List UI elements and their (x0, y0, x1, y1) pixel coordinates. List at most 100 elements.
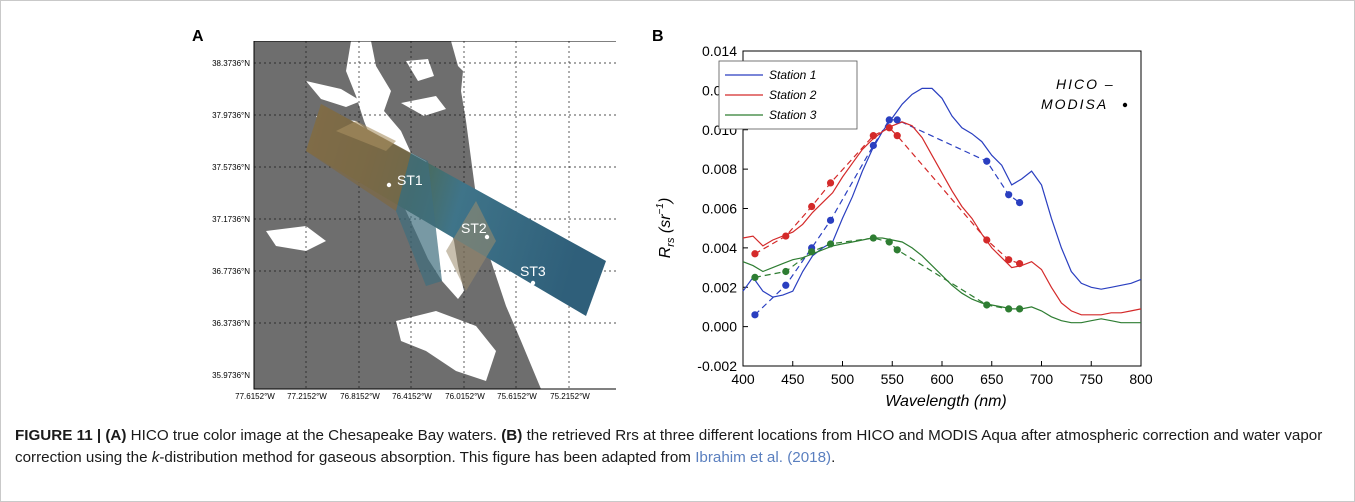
latitude-label: 37.9736°N (212, 111, 250, 120)
y-tick-label: 0.014 (702, 43, 737, 59)
latitude-label: 38.3736°N (212, 59, 250, 68)
figure-caption: FIGURE 11 | (A) HICO true color image at… (15, 425, 1345, 469)
x-tick-label: 550 (881, 371, 905, 387)
map-panel: 38.3736°N 37.9736°N 37.5736°N 37.1736°N 36.7… (212, 41, 616, 401)
modisa-point-station-2 (826, 179, 835, 187)
longitude-label: 75.6152°W (497, 392, 537, 401)
modisa-point-station-1 (826, 216, 835, 224)
st2-label: ST2 (461, 220, 487, 236)
modisa-point-station-3 (869, 234, 877, 242)
y-tick-label: 0.006 (702, 201, 737, 217)
latitude-label: 37.5736°N (212, 163, 250, 172)
caption-reference-link[interactable]: Ibrahim et al. (2018) (695, 449, 832, 466)
x-tick-label: 700 (1030, 371, 1054, 387)
legend-label-station-3: Station 3 (769, 108, 817, 122)
modisa-point-station-1 (983, 157, 991, 165)
x-tick-label: 450 (781, 371, 805, 387)
st3-marker (530, 280, 536, 286)
chart-points (751, 116, 1024, 319)
latitude-labels: 38.3736°N 37.9736°N 37.5736°N 37.1736°N 36.7… (212, 59, 250, 380)
caption-end: . (831, 449, 836, 466)
y-axis-label: Rrs (sr−1) (655, 198, 677, 259)
modisa-point-station-1 (869, 141, 877, 150)
modisa-point-station-3 (751, 273, 759, 282)
latitude-label: 36.7736°N (212, 267, 250, 276)
caption-a-label: (A) (105, 427, 127, 444)
longitude-label: 75.2152°W (550, 392, 590, 401)
caption-b-text-2: -distribution method for gaseous absorpt… (159, 449, 696, 466)
st1-label: ST1 (397, 172, 423, 188)
x-tick-label: 400 (731, 371, 755, 387)
modisa-point-station-2 (983, 236, 991, 244)
hico-line-station-1 (742, 87, 1142, 298)
longitude-label: 76.0152°W (445, 392, 485, 401)
panel-a-letter: A (192, 28, 204, 45)
y-tick-label: 0.004 (702, 240, 737, 256)
modisa-point-station-3 (983, 301, 991, 309)
longitude-label: 76.4152°W (392, 392, 432, 401)
modisa-point-station-1 (1005, 191, 1013, 199)
caption-b-text-1: the retrieved Rrs at three different loc… (15, 427, 1323, 466)
modisa-point-station-1 (893, 116, 901, 124)
modisa-line-station-3 (754, 237, 1020, 310)
legend-modisa-dot (1122, 102, 1128, 108)
modisa-point-station-2 (808, 202, 816, 211)
legend: Station 1 Station 2 Station 3 (718, 60, 858, 130)
longitude-label: 77.2152°W (287, 392, 327, 401)
hico-line-station-2 (742, 121, 1142, 316)
latitude-label: 36.3736°N (212, 319, 250, 328)
x-tick-label: 750 (1080, 371, 1104, 387)
x-tick-label: 500 (831, 371, 855, 387)
modisa-point-station-3 (1016, 305, 1024, 313)
modisa-point-station-3 (1005, 305, 1013, 313)
panel-b-letter: B (652, 28, 664, 45)
modisa-point-station-3 (826, 240, 835, 248)
modisa-point-station-1 (1016, 198, 1024, 207)
modisa-point-station-3 (885, 238, 893, 246)
modisa-point-station-2 (1005, 256, 1013, 264)
rrs-chart: 400 450 500 550 600 650 700 750 800 -0.002 0.000 0.… (655, 43, 1153, 410)
x-tick-label: 650 (980, 371, 1004, 387)
y-tick-label: 0.008 (702, 161, 737, 177)
y-tick-label: 0.002 (702, 279, 737, 295)
hico-line-station-3 (742, 237, 1141, 324)
caption-b-label: (B) (501, 427, 523, 444)
modisa-point-station-1 (885, 116, 893, 124)
station-markers: ST1 ST2 ST3 (386, 172, 546, 286)
caption-a-text: HICO true color image at the Chesapeake … (126, 427, 502, 444)
x-axis-label: Wavelength (nm) (885, 393, 1007, 410)
st2-marker (484, 234, 490, 240)
modisa-point-station-1 (751, 311, 759, 319)
modisa-line-station-2 (754, 127, 1020, 265)
legend-hico-label: HICO – (1056, 76, 1115, 92)
scene-land (306, 104, 411, 211)
y-tick-label: 0.000 (702, 319, 737, 335)
st3-label: ST3 (520, 263, 546, 279)
modisa-line-station-1 (754, 119, 1020, 316)
longitude-label: 76.8152°W (340, 392, 380, 401)
map-border (253, 41, 616, 390)
modisa-point-station-2 (751, 250, 759, 258)
caption-k: k (151, 449, 160, 466)
modisa-point-station-2 (893, 132, 901, 140)
x-tick-label: 600 (930, 371, 954, 387)
longitude-labels: 77.6152°W 77.2152°W 76.8152°W 76.4152°W 76.0… (235, 392, 590, 401)
modisa-point-station-1 (782, 281, 790, 289)
legend-label-station-1: Station 1 (769, 68, 816, 82)
modisa-point-station-2 (1016, 260, 1024, 268)
modisa-point-station-3 (893, 246, 901, 254)
legend-label-station-2: Station 2 (769, 88, 817, 102)
modisa-point-station-2 (782, 232, 790, 240)
caption-figure-label: FIGURE 11 | (15, 427, 106, 444)
modisa-point-station-3 (808, 248, 816, 256)
latitude-label: 35.9736°N (212, 371, 250, 380)
modisa-point-station-3 (782, 267, 790, 276)
y-tick-label: -0.002 (697, 358, 737, 374)
x-tick-label: 800 (1129, 371, 1153, 387)
longitude-label: 77.6152°W (235, 392, 275, 401)
latitude-label: 37.1736°N (212, 215, 250, 224)
modisa-point-station-2 (869, 132, 877, 140)
chart-lines (742, 87, 1142, 324)
st1-marker (386, 182, 392, 188)
